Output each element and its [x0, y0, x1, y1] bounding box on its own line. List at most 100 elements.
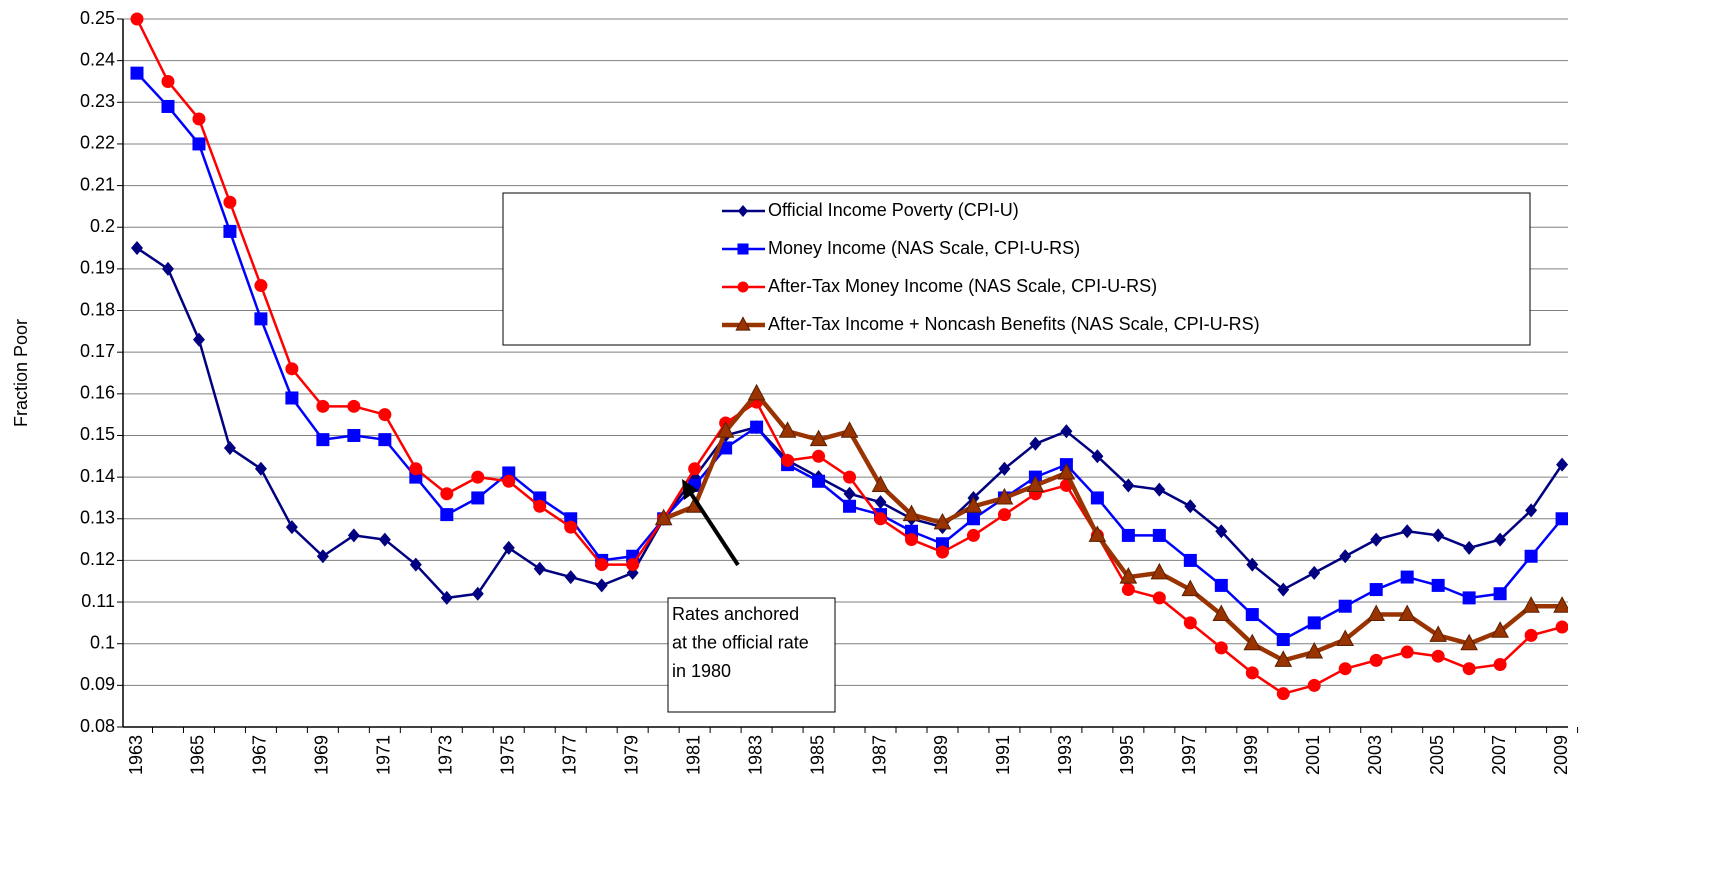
marker — [1493, 658, 1507, 672]
marker — [161, 99, 175, 113]
marker — [1398, 604, 1417, 622]
y-tick-label: 0.13 — [80, 508, 115, 528]
marker — [1152, 528, 1166, 542]
marker — [533, 499, 547, 513]
legend-marker — [735, 316, 751, 331]
x-tick-label: 1985 — [807, 735, 827, 775]
marker — [812, 449, 826, 463]
annotation-box — [667, 597, 836, 713]
y-tick-label: 0.15 — [80, 424, 115, 444]
marker — [1524, 549, 1538, 563]
marker — [533, 561, 546, 576]
y-tick-label: 0.2 — [90, 216, 115, 236]
marker — [409, 557, 422, 572]
marker — [781, 453, 795, 467]
x-tick-label: 1999 — [1241, 735, 1261, 775]
marker — [1088, 525, 1107, 542]
y-tick-label: 0.1 — [90, 632, 115, 652]
marker — [1122, 478, 1135, 493]
x-tick-label: 1983 — [745, 735, 765, 775]
x-tick-label: 1987 — [869, 735, 889, 775]
marker — [874, 495, 887, 510]
x-tick-label: 1977 — [559, 735, 579, 775]
marker — [130, 66, 144, 80]
marker — [1555, 620, 1568, 634]
marker — [1215, 524, 1228, 539]
marker — [1212, 604, 1231, 622]
y-tick-label: 0.25 — [80, 8, 115, 28]
series-line — [135, 18, 1563, 695]
marker — [964, 496, 983, 513]
marker — [161, 261, 174, 276]
marker — [378, 532, 391, 547]
marker — [1183, 616, 1197, 630]
marker — [1401, 524, 1414, 539]
marker — [131, 241, 143, 256]
marker — [1400, 570, 1414, 584]
marker — [1121, 583, 1135, 597]
marker — [843, 499, 857, 513]
marker — [1432, 528, 1445, 543]
marker — [843, 470, 857, 484]
marker — [316, 433, 330, 447]
marker — [471, 586, 484, 601]
y-tick-label: 0.11 — [81, 591, 115, 611]
marker — [812, 474, 826, 488]
marker — [1305, 641, 1324, 659]
marker — [966, 512, 980, 526]
marker — [347, 528, 360, 543]
marker — [1462, 662, 1476, 676]
marker — [471, 470, 485, 484]
marker — [254, 461, 267, 476]
marker — [933, 512, 952, 530]
marker — [1277, 582, 1290, 597]
marker — [716, 421, 735, 438]
marker — [1338, 662, 1352, 676]
marker — [1525, 503, 1538, 518]
marker — [1060, 424, 1073, 439]
y-tick-label: 0.17 — [80, 341, 115, 361]
marker — [1119, 567, 1138, 584]
y-axis-label: Fraction Poor — [11, 319, 31, 427]
marker — [1214, 578, 1228, 592]
marker — [1553, 596, 1568, 613]
marker — [935, 545, 949, 559]
marker — [1091, 449, 1104, 464]
legend-marker — [737, 205, 749, 217]
legend-label: After-Tax Money Income (NAS Scale, CPI-U… — [768, 276, 1157, 296]
x-tick-label: 1963 — [126, 735, 146, 775]
marker — [1429, 625, 1447, 642]
x-tick-label: 1995 — [1117, 735, 1137, 775]
y-tick-label: 0.18 — [80, 299, 115, 319]
marker — [902, 504, 921, 522]
y-tick-label: 0.21 — [80, 174, 115, 194]
y-tick-label: 0.24 — [80, 49, 115, 69]
x-tick-label: 1993 — [1055, 735, 1075, 775]
marker — [840, 421, 859, 438]
marker — [409, 462, 423, 476]
marker — [223, 224, 237, 238]
marker — [1367, 604, 1386, 622]
legend-label: Money Income (NAS Scale, CPI-U-RS) — [768, 238, 1080, 258]
marker — [1369, 583, 1383, 597]
marker — [1462, 591, 1476, 605]
marker — [1338, 599, 1352, 613]
x-tick-label: 1979 — [621, 735, 641, 775]
marker — [747, 383, 766, 401]
marker — [1153, 482, 1166, 497]
legend-marker — [737, 243, 749, 255]
marker — [1026, 475, 1045, 492]
marker — [1493, 587, 1507, 601]
marker — [502, 474, 516, 488]
annotation-text: in 1980 — [672, 661, 731, 681]
marker — [1431, 649, 1445, 663]
x-tick-label: 1973 — [436, 735, 456, 775]
x-tick-label: 2007 — [1489, 735, 1509, 775]
marker — [995, 487, 1014, 505]
legend-box — [502, 192, 1531, 346]
marker — [440, 487, 454, 501]
marker — [347, 428, 361, 442]
x-tick-label: 1975 — [498, 735, 518, 775]
marker — [1121, 528, 1135, 542]
